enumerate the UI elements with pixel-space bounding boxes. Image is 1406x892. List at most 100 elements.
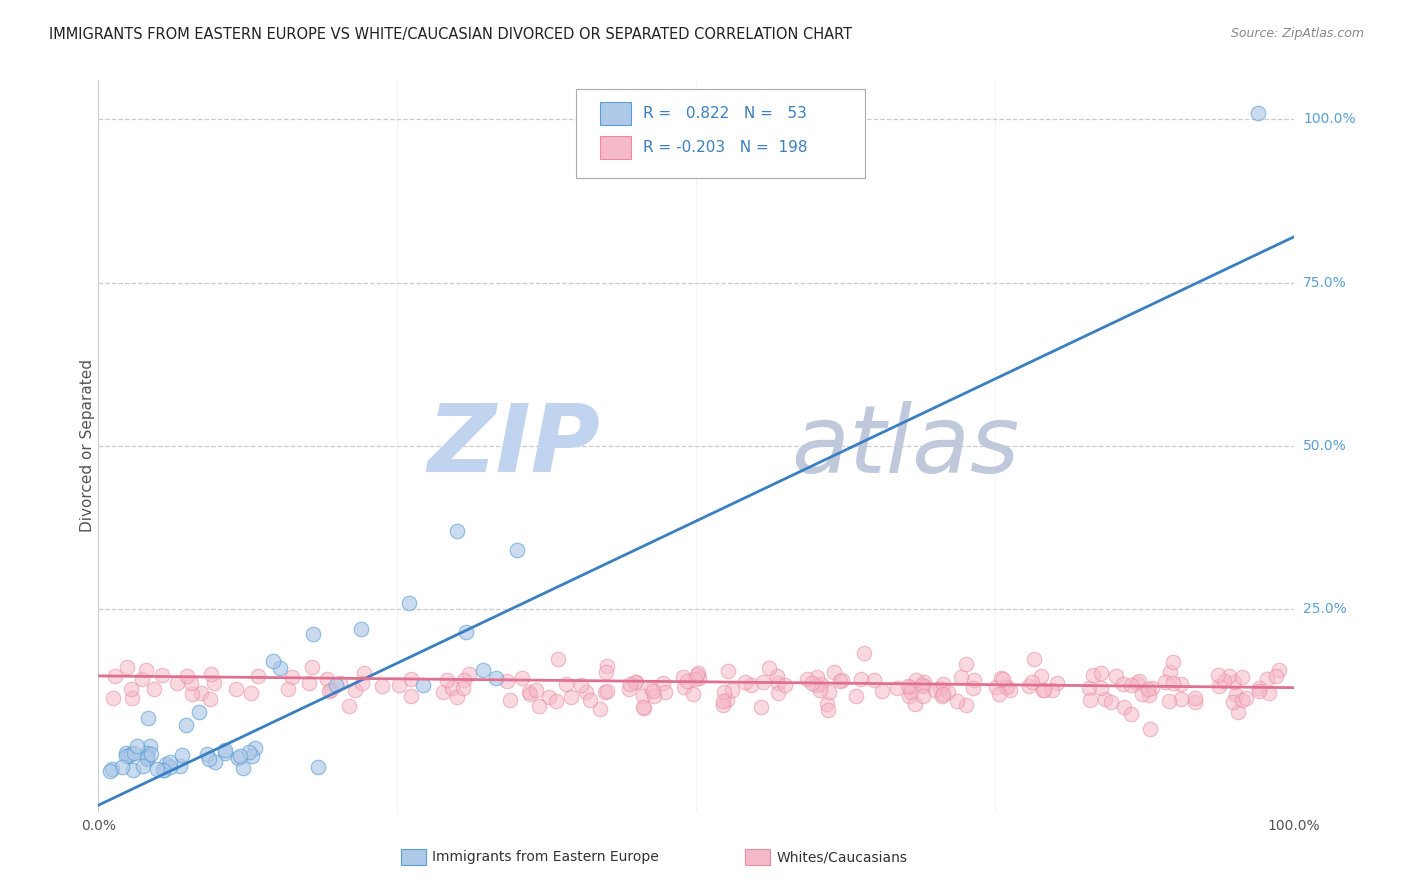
Point xyxy=(682,687,704,701)
Point xyxy=(686,666,709,681)
Point xyxy=(1139,722,1161,736)
Point xyxy=(904,697,927,711)
Point xyxy=(155,757,177,772)
Point xyxy=(596,659,619,673)
Point xyxy=(159,755,181,769)
Text: Whites/Caucasians: Whites/Caucasians xyxy=(776,850,907,864)
Point xyxy=(924,683,946,698)
Point xyxy=(1022,652,1045,666)
Point xyxy=(641,683,664,698)
Point xyxy=(1218,669,1240,683)
Point xyxy=(808,682,831,697)
Point xyxy=(1170,691,1192,706)
Point xyxy=(765,669,787,683)
Point xyxy=(371,679,394,693)
Point xyxy=(900,684,922,698)
Point xyxy=(187,705,209,719)
Point xyxy=(446,524,468,538)
Point xyxy=(141,747,163,762)
Point xyxy=(538,690,561,705)
Point xyxy=(318,684,340,698)
Point xyxy=(1161,655,1184,669)
Point xyxy=(912,679,935,693)
Text: atlas: atlas xyxy=(792,401,1019,491)
Point xyxy=(1230,692,1253,706)
Point xyxy=(195,747,218,761)
Point xyxy=(353,666,375,681)
Point xyxy=(451,681,474,696)
Text: 50.0%: 50.0% xyxy=(1303,439,1347,453)
Point xyxy=(886,681,908,695)
Point xyxy=(810,676,832,690)
Point xyxy=(675,674,697,689)
Point xyxy=(936,685,959,699)
Point xyxy=(132,759,155,773)
Point xyxy=(766,676,789,690)
Point xyxy=(910,678,932,692)
Point xyxy=(1137,688,1160,702)
Point xyxy=(853,646,876,660)
Point xyxy=(115,749,138,764)
Point xyxy=(432,685,454,699)
Point xyxy=(1247,106,1270,120)
Point xyxy=(716,693,738,707)
Point xyxy=(654,685,676,699)
Point xyxy=(932,687,955,701)
Point xyxy=(262,655,284,669)
Point xyxy=(152,764,174,778)
Point xyxy=(1032,683,1054,698)
Point xyxy=(1159,665,1181,679)
Point xyxy=(190,686,212,700)
Text: 25.0%: 25.0% xyxy=(1303,602,1347,616)
Text: ZIP: ZIP xyxy=(427,400,600,492)
Point xyxy=(686,668,709,682)
Point xyxy=(1128,673,1150,688)
Point xyxy=(166,675,188,690)
Point xyxy=(652,676,675,690)
Point xyxy=(238,745,260,759)
Point xyxy=(198,752,221,766)
Point xyxy=(643,690,665,704)
Point xyxy=(595,665,617,680)
Point xyxy=(121,690,143,705)
Point xyxy=(458,667,481,681)
Point xyxy=(1033,683,1056,698)
Point xyxy=(1267,663,1289,677)
Point xyxy=(815,697,838,711)
Point xyxy=(589,702,612,716)
Point xyxy=(640,681,662,696)
Point xyxy=(1090,665,1112,680)
Text: 75.0%: 75.0% xyxy=(1303,276,1347,290)
Point xyxy=(1161,676,1184,690)
Point xyxy=(828,673,851,688)
Point xyxy=(560,690,582,704)
Point xyxy=(955,698,977,713)
Point xyxy=(1184,695,1206,709)
Point xyxy=(683,673,706,687)
Point xyxy=(991,672,1014,686)
Text: Immigrants from Eastern Europe: Immigrants from Eastern Europe xyxy=(432,850,658,864)
Point xyxy=(456,625,478,640)
Point xyxy=(898,689,921,703)
Point xyxy=(204,756,226,770)
Point xyxy=(626,675,648,690)
Point xyxy=(870,684,893,698)
Point xyxy=(307,760,329,774)
Point xyxy=(596,684,619,698)
Point xyxy=(998,682,1021,697)
Point xyxy=(115,746,138,760)
Point xyxy=(1094,691,1116,706)
Point xyxy=(104,669,127,683)
Point xyxy=(529,698,551,713)
Text: Source: ZipAtlas.com: Source: ZipAtlas.com xyxy=(1230,27,1364,40)
Point xyxy=(350,676,373,690)
Point xyxy=(1226,705,1249,719)
Point xyxy=(1119,678,1142,692)
Point xyxy=(994,681,1017,695)
Point xyxy=(721,683,744,698)
Point xyxy=(495,674,517,689)
Point xyxy=(1090,681,1112,695)
Point xyxy=(1212,674,1234,689)
Point xyxy=(990,671,1012,685)
Point xyxy=(101,762,124,776)
